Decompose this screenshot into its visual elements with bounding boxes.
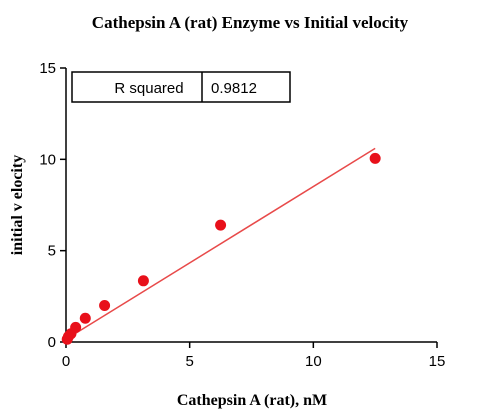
chart-title: Cathepsin A (rat) Enzyme vs Initial velo… [92, 13, 409, 32]
x-tick-label: 0 [62, 353, 70, 370]
x-axis-label: Cathepsin A (rat), nM [177, 392, 327, 409]
y-tick-label: 5 [48, 243, 56, 260]
x-tick-label: 10 [305, 353, 322, 370]
r-squared-label: R squared [114, 80, 183, 97]
data-point [215, 219, 227, 231]
y-tick-label: 15 [39, 60, 56, 77]
y-axis-label: initial v elocity [9, 155, 26, 255]
data-point [79, 312, 91, 324]
fit-line-group [65, 147, 376, 340]
r-squared-table-frame [71, 71, 291, 103]
data-point [369, 152, 381, 164]
y-tick-label: 10 [39, 151, 56, 168]
r-squared-value: 0.9812 [211, 80, 257, 97]
r-squared-table: R squared 0.9812 [71, 71, 291, 103]
y-tick-label: 0 [48, 334, 56, 351]
data-point [99, 299, 111, 311]
regression-line [65, 147, 376, 340]
x-tick-label: 15 [429, 353, 446, 370]
data-point [70, 321, 82, 333]
x-tick-label: 5 [185, 353, 193, 370]
data-points [61, 152, 381, 345]
axes: 0 5 10 15 0 5 10 15 [39, 60, 445, 370]
data-point [137, 275, 149, 287]
